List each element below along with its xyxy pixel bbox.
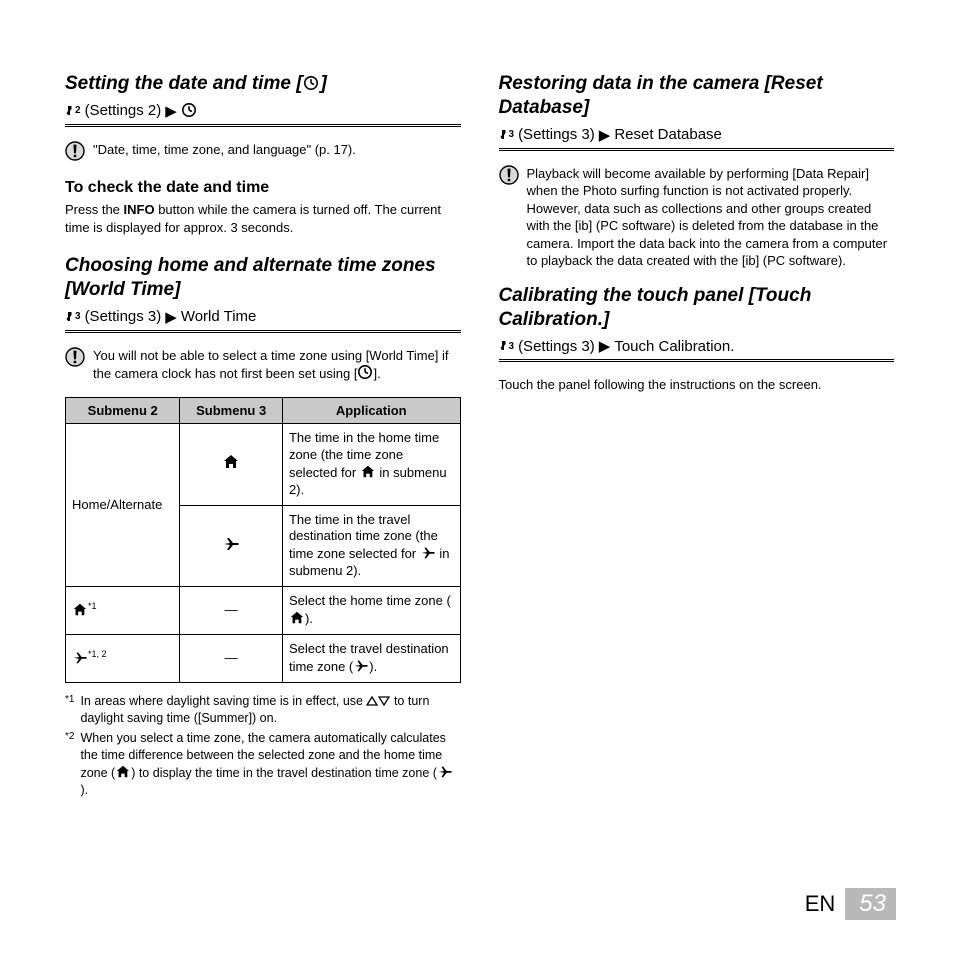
- wrench-icon: 3: [499, 128, 515, 142]
- language-label: EN: [805, 891, 836, 917]
- footnote-text: In areas where daylight saving time is i…: [80, 693, 460, 727]
- table-row: *1, 2 — Select the travel destination ti…: [66, 634, 461, 682]
- world-time-table: Submenu 2 Submenu 3 Application Home/Alt…: [65, 397, 461, 683]
- clock-icon: [181, 102, 197, 120]
- heading-text: ]: [321, 73, 327, 94]
- home-icon: [360, 464, 376, 479]
- home-icon: [115, 764, 131, 779]
- body-touch-calibration: Touch the panel following the instructio…: [499, 376, 895, 394]
- menu-path-reset-database: 3 (Settings 3) ▶ Reset Database: [499, 126, 895, 151]
- text: ) to display the time in the travel dest…: [131, 766, 437, 780]
- heading-reset-database: Restoring data in the camera [Reset Data…: [499, 72, 895, 120]
- menu-path-touch-calibration: 3 (Settings 3) ▶ Touch Calibration.: [499, 337, 895, 362]
- menu-path-world-time: 3 (Settings 3) ▶ World Time: [65, 308, 461, 333]
- cell-dash: —: [180, 587, 283, 635]
- cell-plane-icon: [180, 505, 283, 587]
- clock-icon: [357, 364, 373, 380]
- heading-world-time: Choosing home and alternate time zones […: [65, 254, 461, 302]
- plane-icon: [437, 764, 453, 779]
- cell-home-icon-sup: *1: [66, 587, 180, 635]
- text: The time in the travel destination time …: [289, 512, 438, 562]
- table-row: Home/Alternate The time in the home time…: [66, 423, 461, 505]
- alert-icon: [65, 141, 85, 166]
- th-application: Application: [282, 397, 460, 423]
- heading-text: Setting the date and time [: [65, 73, 303, 94]
- footnote-text: When you select a time zone, the camera …: [80, 730, 460, 799]
- plane-icon: [353, 658, 369, 673]
- page-footer: EN 53: [805, 888, 896, 920]
- triangle-right-icon: ▶: [599, 126, 611, 144]
- note-text: You will not be able to select a time zo…: [93, 347, 461, 383]
- path-label: (Settings 3): [85, 308, 162, 325]
- table-row: *1 — Select the home time zone ().: [66, 587, 461, 635]
- text: ).: [369, 659, 377, 674]
- text: In areas where daylight saving time is i…: [80, 694, 366, 708]
- cell-app: The time in the home time zone (the time…: [282, 423, 460, 505]
- note-text: "Date, time, time zone, and language" (p…: [93, 141, 356, 159]
- right-column: Restoring data in the camera [Reset Data…: [499, 72, 895, 803]
- path-dest: Touch Calibration.: [614, 338, 734, 355]
- table-header-row: Submenu 2 Submenu 3 Application: [66, 397, 461, 423]
- cell-app: Select the travel destination time zone …: [282, 634, 460, 682]
- text: ).: [80, 783, 88, 797]
- footnote-mark: *1: [65, 693, 74, 727]
- text: You will not be able to select a time zo…: [93, 348, 449, 382]
- text: Select the home time zone (: [289, 593, 451, 608]
- note-date-time: "Date, time, time zone, and language" (p…: [65, 141, 461, 166]
- alert-icon: [499, 165, 519, 190]
- cell-plane-icon-sup: *1, 2: [66, 634, 180, 682]
- wrench-icon: 3: [499, 339, 515, 353]
- text: ).: [305, 611, 313, 626]
- path-dest: Reset Database: [614, 126, 722, 143]
- wrench-icon: 2: [65, 104, 81, 118]
- footnote-mark: *1, 2: [88, 649, 107, 659]
- triangle-right-icon: ▶: [165, 102, 177, 120]
- heading-touch-calibration: Calibrating the touch panel [Touch Calib…: [499, 284, 895, 332]
- page: Setting the date and time [] 2 (Settings…: [0, 0, 954, 954]
- footnote-mark: *2: [65, 730, 74, 799]
- cell-home-alternate: Home/Alternate: [66, 423, 180, 586]
- cell-app: Select the home time zone ().: [282, 587, 460, 635]
- footnote-1: *1 In areas where daylight saving time i…: [65, 693, 461, 727]
- home-icon: [289, 610, 305, 625]
- cell-home-icon: [180, 423, 283, 505]
- triangle-right-icon: ▶: [599, 337, 611, 355]
- heading-setting-date-time: Setting the date and time []: [65, 72, 461, 96]
- plane-icon: [72, 650, 88, 665]
- info-button-label: INFO: [124, 202, 155, 217]
- note-reset-database: Playback will become available by perfor…: [499, 165, 895, 270]
- clock-icon: [303, 75, 321, 91]
- body-check-date-time: Press the INFO button while the camera i…: [65, 201, 461, 236]
- plane-icon: [222, 535, 240, 552]
- path-label: (Settings 3): [518, 126, 595, 143]
- footnote-mark: *1: [88, 601, 97, 611]
- menu-path-settings2: 2 (Settings 2) ▶: [65, 102, 461, 127]
- th-submenu3: Submenu 3: [180, 397, 283, 423]
- triangle-down-icon: [378, 695, 390, 707]
- note-world-time: You will not be able to select a time zo…: [65, 347, 461, 383]
- text: Press the: [65, 202, 124, 217]
- footnotes: *1 In areas where daylight saving time i…: [65, 693, 461, 799]
- cell-dash: —: [180, 634, 283, 682]
- note-text: Playback will become available by perfor…: [527, 165, 895, 270]
- content-columns: Setting the date and time [] 2 (Settings…: [65, 72, 894, 803]
- text: ].: [373, 366, 380, 381]
- subheading-check-date-time: To check the date and time: [65, 179, 461, 197]
- triangle-right-icon: ▶: [165, 308, 177, 326]
- home-icon: [72, 602, 88, 617]
- wrench-icon: 3: [65, 310, 81, 324]
- th-submenu2: Submenu 2: [66, 397, 180, 423]
- triangle-up-icon: [366, 695, 378, 707]
- cell-app: The time in the travel destination time …: [282, 505, 460, 587]
- page-number: 53: [845, 888, 896, 920]
- footnote-2: *2 When you select a time zone, the came…: [65, 730, 461, 799]
- path-label: (Settings 2): [85, 102, 162, 119]
- alert-icon: [65, 347, 85, 372]
- home-icon: [222, 453, 240, 470]
- path-dest: World Time: [181, 308, 257, 325]
- path-label: (Settings 3): [518, 338, 595, 355]
- plane-icon: [420, 545, 436, 560]
- left-column: Setting the date and time [] 2 (Settings…: [65, 72, 461, 803]
